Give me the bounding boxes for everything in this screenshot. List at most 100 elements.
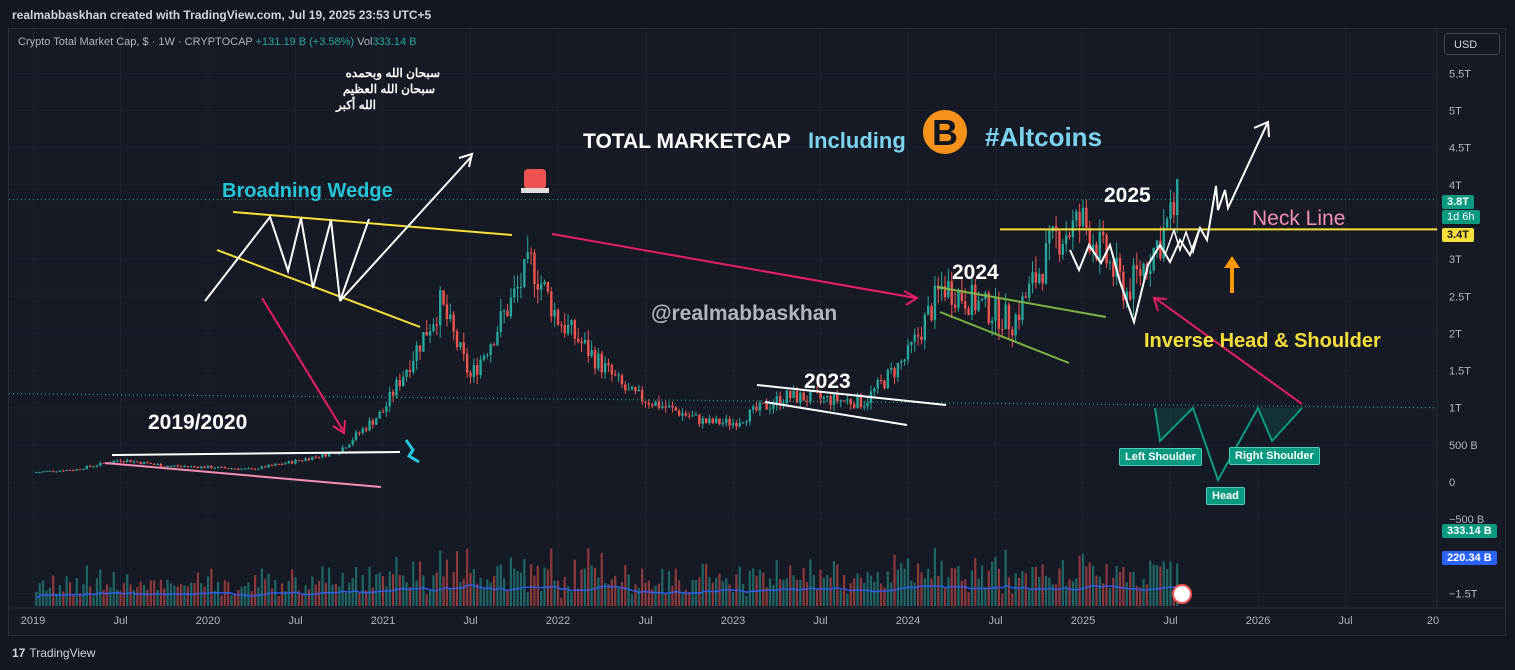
volume-bar — [556, 580, 560, 606]
candle-body — [257, 468, 260, 470]
volume-bar — [836, 564, 839, 606]
x-tick-label: Jul — [463, 615, 477, 627]
x-tick-label: 2019 — [21, 615, 45, 627]
candle-body — [630, 386, 634, 390]
candle-body — [1098, 232, 1102, 260]
volume-bar — [553, 580, 556, 606]
volume-bar — [1031, 566, 1034, 606]
tradingview-logo[interactable]: 17 TradingView — [12, 646, 95, 660]
x-tick-label: Jul — [288, 615, 302, 627]
volume-bar — [287, 581, 290, 606]
volume-bar — [792, 575, 795, 606]
volume-bar — [395, 556, 398, 606]
volume-bar — [227, 582, 230, 606]
x-axis: 2019 Jul 2020 Jul 2021 Jul 2022 Jul 2023 Jul 2024 J… — [21, 615, 1439, 627]
candle-body — [1139, 269, 1142, 276]
projection-zigzag — [1069, 123, 1268, 326]
volume-bar — [196, 572, 200, 606]
volume-bar — [489, 582, 492, 606]
candle-body — [799, 392, 802, 403]
currency-button[interactable]: USD — [1444, 33, 1500, 55]
symbol-legend[interactable]: Crypto Total Market Cap, $ · 1W · CRYPTO… — [18, 36, 416, 48]
volume-bar — [930, 578, 933, 606]
volume-bar — [254, 575, 257, 606]
candle-body — [344, 447, 348, 449]
volume-bar — [391, 574, 395, 606]
volume-bar — [964, 579, 967, 606]
volume-bar — [267, 573, 270, 606]
candle-body — [422, 332, 425, 352]
volume-bar — [99, 569, 102, 606]
volume-bar — [937, 576, 940, 606]
candle-body — [1031, 272, 1034, 284]
volume-bar — [344, 592, 348, 606]
candle-body — [775, 396, 778, 405]
volume-bar — [1108, 588, 1112, 606]
volume-bar — [62, 591, 65, 606]
candle-body — [297, 460, 301, 462]
volume-bar — [947, 577, 950, 606]
volume-bar — [1152, 564, 1155, 606]
candle-body — [664, 406, 667, 408]
candle-body — [563, 325, 566, 334]
candle-body — [1024, 296, 1027, 298]
volume-bar — [620, 581, 624, 606]
volume-bar — [684, 589, 687, 606]
volume-bar — [1011, 593, 1014, 606]
bar-countdown-tag: 1d 6h — [1442, 210, 1480, 224]
candle-body — [876, 379, 879, 389]
candle-body — [1101, 232, 1105, 235]
candle-body — [674, 407, 677, 411]
volume-bar — [472, 569, 475, 606]
candle-body — [1169, 202, 1172, 219]
chart-frame[interactable] — [8, 28, 1506, 636]
volume-bar — [126, 574, 129, 606]
candle-body — [711, 418, 715, 423]
volume-bar — [142, 584, 146, 606]
candle-body — [166, 465, 169, 467]
volume-bar — [1075, 578, 1078, 606]
candle-body — [1038, 273, 1041, 283]
candle-body — [792, 390, 795, 399]
candle-body — [859, 394, 863, 408]
candle-body — [957, 290, 960, 308]
candle-body — [270, 464, 274, 466]
label-2019-2020: 2019/2020 — [148, 411, 248, 434]
volume-bar — [368, 566, 371, 606]
candle-body — [772, 404, 775, 409]
candle-body — [731, 422, 735, 426]
siren-base — [521, 188, 549, 193]
candle-body — [95, 465, 99, 467]
volume-bar — [896, 569, 900, 606]
candle-body — [496, 332, 499, 346]
candle-body — [250, 468, 253, 470]
y-tick-label: −1.5T — [1449, 588, 1478, 600]
volume-bar — [654, 585, 657, 606]
pattern-label: Inverse Head & Shoulder — [1144, 330, 1381, 352]
candle-body — [765, 402, 768, 410]
candle-body — [183, 466, 186, 468]
volume-tag: 333.14 B — [1442, 524, 1497, 538]
candle-body — [112, 460, 115, 463]
candle-body — [856, 394, 859, 409]
candle-body — [301, 460, 304, 462]
candle-body — [341, 447, 344, 454]
candle-body — [391, 391, 395, 396]
candle-body — [267, 464, 270, 468]
volume-bar — [166, 579, 169, 606]
candle-body — [819, 392, 822, 399]
candle-body — [677, 410, 681, 416]
volume-bar — [782, 579, 785, 606]
volume-bar — [785, 578, 788, 606]
volume-bar — [375, 574, 378, 606]
volume-bar — [752, 568, 755, 606]
volume-bar — [772, 584, 775, 606]
candle-body — [607, 362, 610, 366]
volume-bar — [846, 594, 849, 606]
volume-bar — [630, 594, 634, 606]
left-shoulder-label: Left Shoulder — [1119, 448, 1202, 466]
volume-bar — [348, 582, 351, 606]
candle-body — [115, 460, 119, 462]
candle-body — [795, 390, 799, 403]
